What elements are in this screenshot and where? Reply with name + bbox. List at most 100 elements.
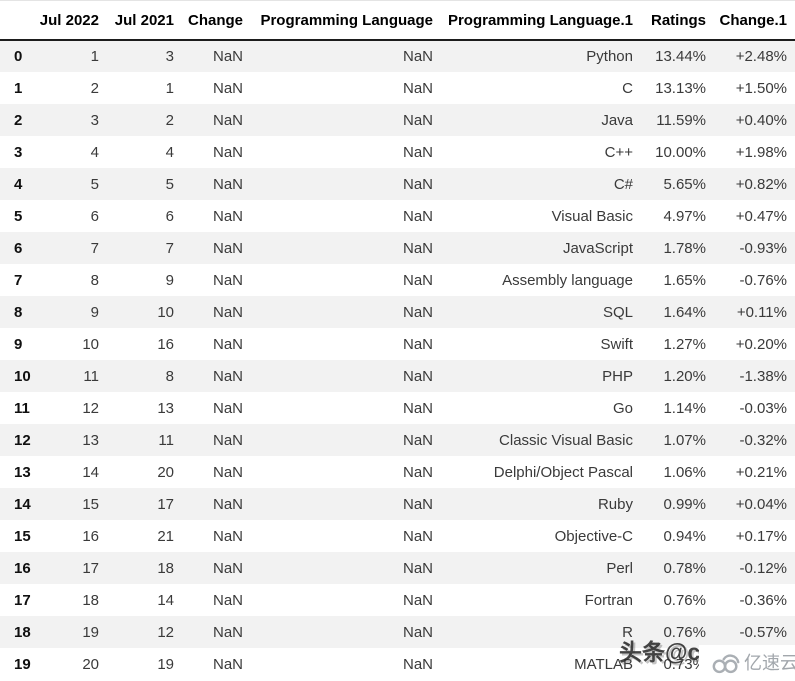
cell-ratings: 4.97% <box>663 207 706 225</box>
cell-programming-language-1: Fortran <box>584 591 633 609</box>
row-index: 12 <box>14 431 31 449</box>
cell-jul-2022: 18 <box>82 591 99 609</box>
cell-change: NaN <box>212 175 243 193</box>
cell-change-1: +0.47% <box>735 207 787 225</box>
cell-jul-2021: 3 <box>165 48 174 65</box>
table-row: 13 14 20 NaN NaN Delphi/Object Pascal 1.06% +0.… <box>0 456 795 488</box>
cell-jul-2022: 6 <box>90 207 99 225</box>
table-row: 15 16 21 NaN NaN Objective-C 0.94% +0.17% <box>0 520 795 552</box>
cell-jul-2022: 9 <box>90 303 99 321</box>
cell-change: NaN <box>212 79 243 97</box>
cell-jul-2021: 14 <box>157 591 174 609</box>
cell-change-1: +2.48% <box>735 48 787 65</box>
yisu-watermark: 亿速云 <box>699 645 795 681</box>
cell-jul-2021: 8 <box>165 367 174 385</box>
cell-programming-language-1: Objective-C <box>554 527 633 545</box>
column-header-jul-2022: Jul 2022 <box>37 0 107 41</box>
cell-ratings: 1.07% <box>663 431 706 449</box>
cell-programming-language-1: R <box>622 623 633 641</box>
row-index: 0 <box>14 48 23 65</box>
table-row: 0 1 3 NaN NaN Python 13.44% +2.48% <box>0 40 795 72</box>
cell-jul-2021: 20 <box>157 463 174 481</box>
cell-programming-language-1: Perl <box>606 559 633 577</box>
cell-jul-2022: 20 <box>82 655 99 673</box>
cell-jul-2021: 21 <box>157 527 174 545</box>
cell-jul-2021: 16 <box>157 335 174 353</box>
cell-programming-language-1: Ruby <box>597 495 633 513</box>
cell-change-1: -1.38% <box>739 367 787 385</box>
cell-ratings: 5.65% <box>663 175 706 193</box>
table-row: 8 9 10 NaN NaN SQL 1.64% +0.11% <box>0 296 795 328</box>
cell-change-1: +0.17% <box>735 527 787 545</box>
table-row: 9 10 16 NaN NaN Swift 1.27% +0.20% <box>0 328 795 360</box>
cell-jul-2022: 11 <box>83 367 99 385</box>
column-header-index <box>0 0 37 41</box>
cell-programming-language: NaN <box>402 495 433 513</box>
table-row: 12 13 11 NaN NaN Classic Visual Basic 1.07% -0.… <box>0 424 795 456</box>
cell-jul-2021: 18 <box>157 559 174 577</box>
cell-change: NaN <box>212 399 243 417</box>
table-row: 16 17 18 NaN NaN Perl 0.78% -0.12% <box>0 552 795 584</box>
cell-jul-2021: 19 <box>157 655 174 673</box>
table-row: 18 19 12 NaN NaN R 0.76% -0.57% <box>0 616 795 648</box>
cell-programming-language: NaN <box>402 271 433 289</box>
cell-programming-language-1: MATLAB <box>574 655 633 673</box>
row-index: 9 <box>14 335 23 353</box>
row-index: 19 <box>14 655 31 673</box>
row-index: 14 <box>14 495 31 513</box>
cell-change-1: +1.98% <box>735 143 787 161</box>
cell-programming-language: NaN <box>402 175 433 193</box>
row-index: 1 <box>14 79 23 97</box>
cell-jul-2021: 5 <box>165 175 174 193</box>
cell-change-1: +0.40% <box>735 111 787 129</box>
cell-change: NaN <box>212 335 243 353</box>
cell-programming-language: NaN <box>402 527 433 545</box>
yisu-watermark-label: 亿速云 <box>744 653 795 673</box>
table-row: 1 2 1 NaN NaN C 13.13% +1.50% <box>0 72 795 104</box>
cell-jul-2021: 4 <box>165 143 174 161</box>
cell-jul-2021: 9 <box>165 271 174 289</box>
cell-change: NaN <box>212 527 243 545</box>
cell-programming-language-1: SQL <box>602 303 633 321</box>
table-header: Jul 2022 Jul 2021 Change Programming Langua… <box>0 0 795 41</box>
column-header-programming-language-1: Programming Language.1 <box>441 0 641 41</box>
cell-jul-2021: 2 <box>165 111 174 129</box>
cell-jul-2022: 1 <box>90 48 99 65</box>
cell-ratings: 1.06% <box>663 463 706 481</box>
row-index: 11 <box>14 399 30 417</box>
cell-programming-language: NaN <box>402 239 433 257</box>
cell-change-1: -0.32% <box>739 431 787 449</box>
header-row: Jul 2022 Jul 2021 Change Programming Langua… <box>0 0 795 41</box>
cell-change-1: -0.36% <box>739 591 787 609</box>
row-index: 5 <box>14 207 23 225</box>
cell-ratings: 13.44% <box>655 48 706 65</box>
cell-programming-language-1: Classic Visual Basic <box>499 431 633 449</box>
cell-ratings: 0.76% <box>663 623 706 641</box>
cell-programming-language-1: JavaScript <box>562 239 633 257</box>
cell-change: NaN <box>212 143 243 161</box>
cell-programming-language: NaN <box>402 463 433 481</box>
cell-jul-2022: 5 <box>90 175 99 193</box>
cell-change: NaN <box>212 48 243 65</box>
column-header-change-1: Change.1 <box>714 0 795 41</box>
cell-ratings: 1.78% <box>663 239 706 257</box>
cell-change-1: +0.82% <box>735 175 787 193</box>
cell-change: NaN <box>212 559 243 577</box>
row-index: 10 <box>14 367 31 385</box>
cell-programming-language: NaN <box>402 303 433 321</box>
cell-change-1: +0.20% <box>735 335 787 353</box>
cell-programming-language: NaN <box>402 655 433 673</box>
cell-change: NaN <box>212 303 243 321</box>
cell-jul-2021: 7 <box>165 239 174 257</box>
cell-jul-2021: 11 <box>158 431 174 449</box>
cell-change: NaN <box>212 431 243 449</box>
cell-change-1: +0.21% <box>735 463 787 481</box>
cell-programming-language: NaN <box>402 48 433 65</box>
cell-programming-language-1: Go <box>612 399 633 417</box>
cell-programming-language: NaN <box>402 207 433 225</box>
cell-ratings: 0.99% <box>663 495 706 513</box>
cell-programming-language-1: Delphi/Object Pascal <box>493 463 633 481</box>
table-row: 3 4 4 NaN NaN C++ 10.00% +1.98% <box>0 136 795 168</box>
table-row: 4 5 5 NaN NaN C# 5.65% +0.82% <box>0 168 795 200</box>
cell-ratings: 1.27% <box>663 335 706 353</box>
